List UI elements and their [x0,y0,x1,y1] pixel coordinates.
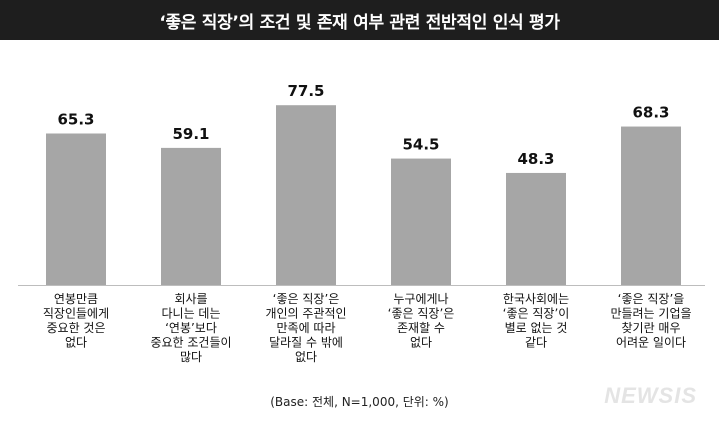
category-label-line: 회사를 [174,292,207,306]
chart-title: ‘좋은 직장’의 조건 및 존재 여부 관련 전반적인 인식 평가 [0,0,719,40]
category-label: 한국사회에는 ‘좋은 직장’이 별로 없는 것 같다 [503,292,570,350]
category-label-line: 같다 [525,336,547,350]
bar [276,105,336,285]
category-label-line: 없다 [410,336,432,350]
value-label: 77.5 [287,82,324,100]
category-label-line: 많다 [180,350,202,364]
base-note: (Base: 전체, N=1,000, 단위: %) [270,395,449,409]
value-label: 59.1 [172,125,209,143]
category-label-line: ‘좋은 직장’이 [503,307,570,321]
newsis-watermark: NEWSIS [604,383,697,408]
bar [621,126,681,285]
value-label: 65.3 [57,111,94,129]
category-label-line: ‘좋은 직장’을 [618,292,685,306]
category-label-line: 만들려는 기업을 [610,307,691,321]
category-label-line: 중요한 것은 [46,321,105,335]
category-label-line: ‘연봉’보다 [165,321,217,335]
category-label-line: 어려운 일이다 [616,336,686,350]
category-label-line: 없다 [295,350,317,364]
value-label: 68.3 [632,104,669,122]
category-label-line: ‘좋은 직장’은 [388,307,455,321]
category-label-line: 만족에 따라 [276,321,335,335]
category-label-line: 누구에게나 [393,292,448,306]
bar [161,147,221,285]
category-label-line: 다니는 데는 [161,307,220,321]
category-label-line: 연봉만큼 [54,292,98,306]
category-label-line: ‘좋은 직장’은 [273,292,340,306]
bar [391,158,451,285]
category-label: ‘좋은 직장’을 만들려는 기업을 찾기란 매우 어려운 일이다 [610,292,691,350]
bar [46,133,106,285]
category-label: ‘좋은 직장’은 개인의 주관적인 만족에 따라 달라질 수 밖에 없다 [265,292,346,364]
category-label-line: 달라질 수 밖에 [269,336,343,350]
category-label-line: 별로 없는 것 [505,321,568,335]
category-label-line: 찾기란 매우 [621,321,680,335]
value-label: 48.3 [517,150,554,168]
bar [506,172,566,285]
category-label-line: 한국사회에는 [503,292,569,306]
category-label-line: 존재할 수 [397,321,445,335]
category-label-line: 중요한 조건들이 [150,336,231,350]
category-label-line: 직장인들에게 [43,307,109,321]
category-label-line: 개인의 주관적인 [265,307,346,321]
category-label-line: 없다 [65,336,87,350]
category-label: 연봉만큼 직장인들에게 중요한 것은 없다 [43,292,109,350]
category-label: 누구에게나 ‘좋은 직장’은 존재할 수 없다 [388,292,455,350]
value-label: 54.5 [402,136,439,154]
category-label: 회사를 다니는 데는 ‘연봉’보다 중요한 조건들이 많다 [150,292,231,364]
